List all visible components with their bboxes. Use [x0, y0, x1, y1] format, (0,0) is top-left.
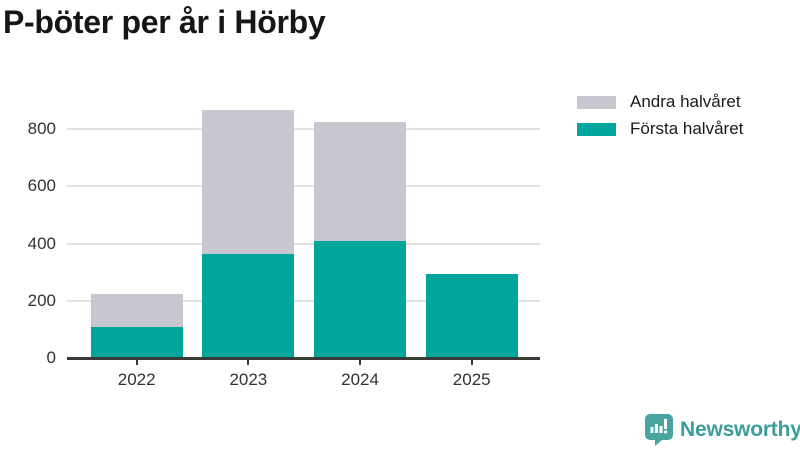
bar-segment-2023 [202, 253, 295, 358]
y-tick-label: 0 [46, 348, 56, 367]
y-tick-label: 400 [27, 233, 56, 253]
legend-item: Första halvåret [577, 118, 743, 140]
brand-name: Newsworthy [680, 418, 800, 441]
x-tick-label: 2024 [341, 370, 379, 389]
newsworthy-logo[interactable]: Newsworthy [645, 414, 800, 446]
gridline [67, 299, 540, 302]
gridline [67, 128, 540, 130]
bar-segment-2024 [314, 121, 407, 241]
x-tick [247, 358, 250, 365]
gridline [67, 185, 540, 188]
x-tick-label: 2025 [452, 370, 491, 389]
x-tick-label: 2022 [117, 370, 156, 389]
bar-segment-2024 [314, 240, 407, 358]
x-tick [470, 358, 473, 365]
bar-segment-2022 [90, 326, 183, 358]
x-axis-line [67, 357, 540, 360]
gridline [67, 242, 540, 245]
y-tick-label: 800 [27, 119, 56, 138]
plot-area [67, 96, 540, 358]
x-tick-label: 2023 [229, 370, 268, 389]
bar-segment-2022 [90, 294, 183, 327]
legend: Andra halvåret Första halvåret [577, 91, 743, 145]
legend-swatch [577, 95, 616, 109]
y-tick-label: 200 [27, 290, 56, 310]
chart-title: P-böter per år i Hörby [3, 4, 326, 40]
newsworthy-bar-chart-speech-bubble-icon [645, 414, 673, 446]
x-tick [359, 358, 362, 365]
legend-label: Andra halvåret [630, 92, 741, 111]
legend-swatch [577, 122, 616, 136]
bar-segment-2025 [425, 273, 518, 358]
x-tick [135, 358, 138, 365]
legend-label: Första halvåret [630, 119, 744, 138]
y-tick-label: 600 [27, 176, 56, 196]
legend-item: Andra halvåret [577, 91, 743, 113]
bar-segment-2023 [202, 110, 295, 254]
